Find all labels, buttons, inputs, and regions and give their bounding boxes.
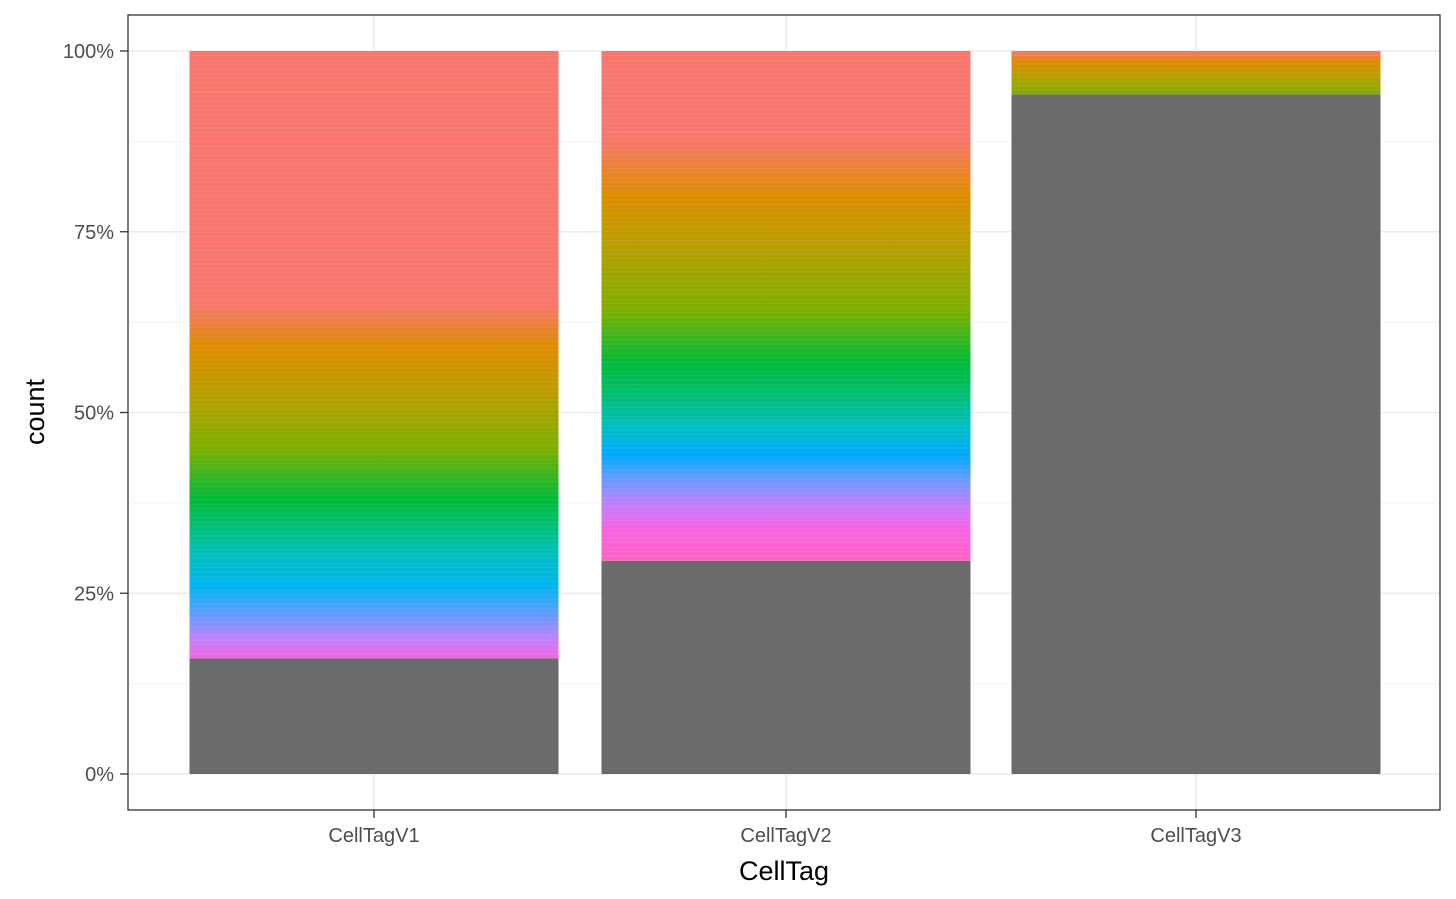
- x-tick-label: CellTagV3: [1150, 825, 1241, 847]
- x-tick-label: CellTagV2: [740, 825, 831, 847]
- y-tick-label: 25%: [74, 583, 114, 605]
- bar-segment-unassigned: [1011, 94, 1381, 774]
- y-tick-label: 50%: [74, 403, 114, 425]
- bar-segment-unassigned: [601, 560, 971, 774]
- bar-CellTagV2: [601, 51, 971, 774]
- bar-segment-unassigned: [189, 658, 559, 774]
- bar-segment-celltags: [189, 51, 559, 659]
- bar-CellTagV1: [189, 51, 559, 774]
- y-tick-label: 0%: [85, 764, 114, 786]
- bar-CellTagV3: [1011, 51, 1381, 774]
- y-tick-label: 100%: [63, 41, 114, 63]
- y-axis-title: count: [20, 378, 50, 445]
- x-tick-label: CellTagV1: [328, 825, 419, 847]
- x-axis-title: CellTag: [739, 856, 829, 886]
- axes: 0% 25% 50% 75% 100% CellTagV1 CellTagV2 CellTag…: [63, 41, 1242, 847]
- bar-segment-celltags: [1011, 51, 1381, 95]
- y-tick-label: 75%: [74, 222, 114, 244]
- bars: [189, 51, 1381, 774]
- bar-segment-celltags: [601, 51, 971, 561]
